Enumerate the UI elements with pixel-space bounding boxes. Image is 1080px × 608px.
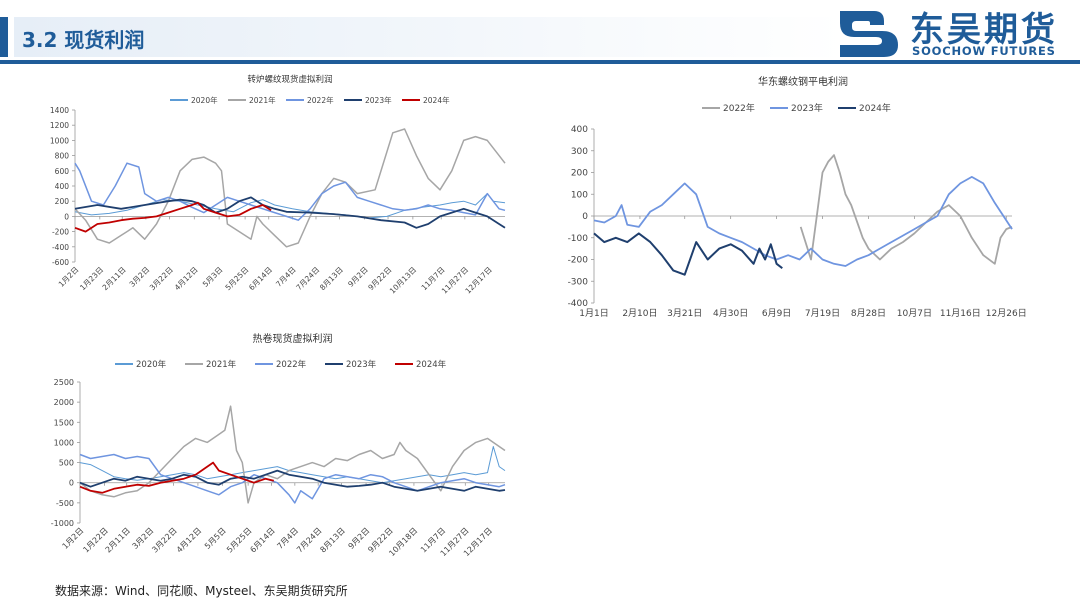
legend-label: 2023年: [365, 95, 392, 105]
series-line-2022年: [799, 154, 1013, 265]
legend-label: 2020年: [191, 95, 218, 105]
y-tick-label: -400: [52, 243, 69, 252]
y-tick-label: 300: [571, 147, 588, 157]
y-tick-label: -400: [568, 299, 589, 309]
series-line-2023年: [79, 469, 506, 492]
legend-label: 2024年: [859, 102, 891, 114]
series-line-2021年: [79, 405, 506, 504]
legend-label: 2024年: [423, 95, 450, 105]
x-tick-label: 6月14日: [247, 265, 274, 292]
x-tick-label: 1月2日: [57, 265, 81, 289]
x-tick-label: 6月9日: [762, 308, 791, 319]
chart-title: 热卷现货虚拟利润: [253, 332, 333, 345]
y-tick-label: 600: [55, 167, 70, 176]
y-tick-label: 2000: [54, 398, 74, 407]
x-tick-label: 6月14日: [248, 526, 276, 554]
legend-label: 2021年: [206, 359, 237, 370]
y-tick-label: 1000: [50, 136, 69, 145]
x-tick-label: 5月5日: [203, 526, 228, 551]
logo-chinese-name: 东吴期货: [910, 10, 1058, 50]
page-title: 3.2 现货利润: [22, 28, 145, 52]
x-tick-label: 2月11日: [101, 265, 128, 292]
y-tick-label: 1400: [50, 106, 69, 115]
legend-label: 2023年: [346, 359, 377, 370]
y-tick-label: 2500: [54, 378, 74, 387]
y-tick-label: 100: [571, 190, 588, 200]
x-tick-label: 8月13日: [318, 265, 345, 292]
x-tick-label: 3月22日: [148, 265, 175, 292]
series-line-2020年: [74, 193, 506, 219]
y-tick-label: -300: [568, 277, 589, 287]
legend-label: 2022年: [276, 359, 307, 370]
x-tick-label: 4月30日: [713, 308, 748, 319]
y-tick-label: 1200: [50, 121, 69, 130]
chart-svg: 转炉螺纹现货虚拟利润 2020年 2021年 2022年 2023年 2024年 -600 -…: [50, 74, 506, 296]
company-logo: 东吴期货 SOOCHOW FUTURES: [836, 2, 1080, 60]
y-tick-label: -100: [568, 234, 589, 244]
y-tick-label: 1000: [54, 438, 74, 447]
x-tick-label: 2月11日: [104, 526, 132, 554]
x-tick-label: 1月1日: [579, 308, 608, 319]
x-tick-label: 4月12日: [173, 265, 200, 292]
y-tick-label: 200: [55, 197, 70, 206]
x-tick-label: 11月16日: [940, 308, 981, 319]
series-line-2024年: [79, 461, 275, 494]
logo-english-name: SOOCHOW FUTURES: [912, 44, 1056, 58]
legend-label: 2023年: [791, 102, 823, 114]
series-line-2023年: [593, 176, 1013, 267]
x-tick-label: 12月26日: [986, 308, 1027, 319]
series-line-2024年: [74, 201, 272, 233]
chart-svg: 热卷现货虚拟利润 2020年 2021年 2022年 2023年 2024年 -1000 -5…: [51, 332, 506, 558]
header-divider: [0, 60, 1080, 64]
legend-label: 2021年: [249, 95, 276, 105]
y-tick-label: 0: [64, 212, 69, 221]
y-tick-label: -1000: [51, 519, 74, 528]
x-tick-label: 3月22日: [150, 526, 178, 554]
y-tick-label: 0: [582, 212, 588, 222]
legend-label: 2022年: [723, 102, 755, 114]
y-tick-label: 0: [69, 479, 74, 488]
x-tick-label: 10月7日: [897, 308, 932, 319]
y-tick-label: -600: [52, 258, 69, 267]
x-tick-label: 5月25日: [223, 265, 250, 292]
chart-hrc-spot-profit: 热卷现货虚拟利润 2020年 2021年 2022年 2023年 2024年 -1000 -5…: [20, 330, 520, 575]
y-tick-label: 400: [571, 125, 588, 135]
data-source-note: 数据来源：Wind、同花顺、Mysteel、东吴期货研究所: [55, 584, 348, 598]
x-tick-label: 7月24日: [294, 265, 321, 292]
x-tick-label: 4月12日: [175, 526, 203, 554]
x-tick-label: 2月10日: [622, 308, 657, 319]
legend-label: 2022年: [307, 95, 334, 105]
soochow-logo-icon: [840, 11, 898, 57]
x-tick-label: 8月13日: [318, 526, 346, 554]
y-tick-label: -500: [56, 499, 74, 508]
chart-rebar-spot-profit: 转炉螺纹现货虚拟利润 2020年 2021年 2022年 2023年 2024年 -600 -…: [20, 70, 520, 320]
series-line-2022年: [79, 453, 506, 504]
x-tick-label: 5月3日: [201, 265, 225, 289]
x-tick-label: 8月28日: [851, 308, 886, 319]
chart-east-china-rebar-profit: 华东螺纹钢平电利润 2022年 2023年 2024年 -400 -300 -200 -100…: [552, 72, 1032, 320]
y-tick-label: -200: [568, 256, 589, 266]
x-tick-label: 10月13日: [388, 265, 418, 295]
y-tick-label: 200: [571, 169, 588, 179]
y-tick-label: -200: [52, 228, 69, 237]
y-tick-label: 500: [59, 459, 74, 468]
series-line-2021年: [74, 128, 506, 248]
header-accent-bar: [0, 17, 8, 57]
x-tick-label: 1月23日: [78, 265, 105, 292]
chart-title: 华东螺纹钢平电利润: [758, 75, 848, 88]
series-line-2023年: [74, 196, 506, 229]
y-tick-label: 1500: [54, 418, 74, 427]
chart-title: 转炉螺纹现货虚拟利润: [247, 74, 332, 85]
y-tick-label: 400: [55, 182, 70, 191]
series-line-2022年: [74, 162, 506, 221]
chart-svg: 华东螺纹钢平电利润 2022年 2023年 2024年 -400 -300 -200 -100…: [568, 75, 1027, 319]
x-tick-label: 3月21日: [667, 308, 702, 319]
x-tick-label: 7月19日: [805, 308, 840, 319]
series-line-2024年: [593, 232, 783, 276]
header-band: [14, 17, 844, 57]
legend-label: 2020年: [136, 359, 167, 370]
y-tick-label: 800: [55, 152, 70, 161]
legend-label: 2024年: [416, 359, 447, 370]
